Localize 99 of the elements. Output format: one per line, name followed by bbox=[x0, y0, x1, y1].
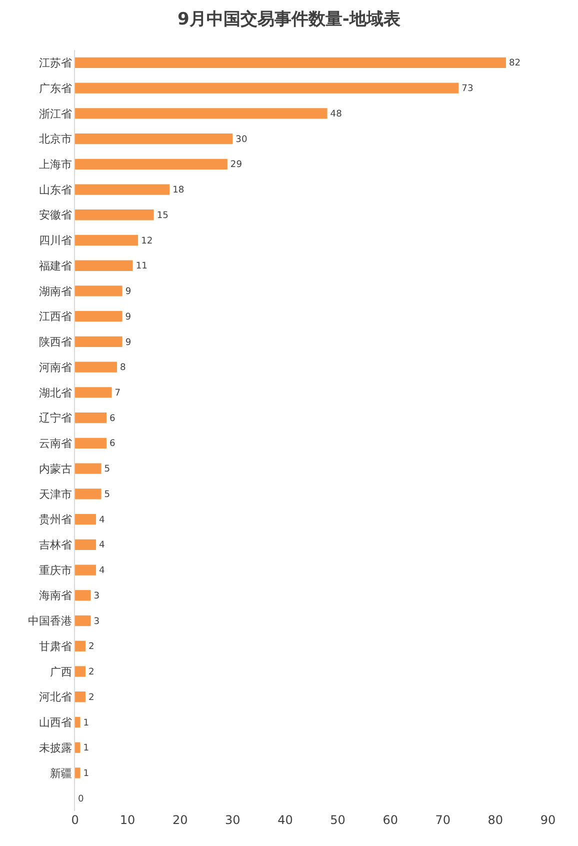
y-tick-label: 四川省 bbox=[38, 234, 72, 248]
bar bbox=[75, 412, 107, 424]
data-label: 3 bbox=[94, 591, 100, 602]
y-tick-label: 云南省 bbox=[38, 437, 72, 450]
y-tick-label: 浙江省 bbox=[38, 107, 72, 120]
y-tick-label: 广西 bbox=[50, 665, 72, 678]
x-tick-label: 10 bbox=[120, 813, 136, 827]
x-tick-label: 80 bbox=[488, 813, 504, 827]
data-label: 29 bbox=[230, 160, 242, 170]
y-tick-label: 内蒙古 bbox=[38, 462, 72, 476]
bar bbox=[75, 692, 86, 702]
y-tick-label: 安徽省 bbox=[38, 208, 72, 222]
bar bbox=[75, 184, 170, 195]
data-label: 6 bbox=[110, 414, 116, 424]
bar bbox=[75, 158, 228, 170]
bar bbox=[75, 564, 96, 576]
y-tick-label: 河北省 bbox=[38, 690, 72, 704]
data-label: 2 bbox=[88, 668, 94, 678]
bar bbox=[75, 463, 102, 474]
y-tick-label: 福建省 bbox=[38, 259, 72, 272]
bar bbox=[75, 488, 102, 500]
y-tick-label: 贵州省 bbox=[38, 513, 72, 526]
bar bbox=[75, 82, 459, 94]
y-tick-label: 天津市 bbox=[38, 488, 72, 501]
y-tick-label: 河南省 bbox=[38, 360, 72, 374]
data-label: 1 bbox=[83, 744, 90, 754]
data-label: 8 bbox=[120, 363, 126, 374]
bar bbox=[75, 590, 91, 601]
y-tick-label: 山西省 bbox=[38, 716, 72, 730]
bar bbox=[75, 514, 96, 525]
x-tick-label: 40 bbox=[278, 813, 293, 827]
y-tick-label: 海南省 bbox=[38, 589, 72, 602]
data-label: 5 bbox=[104, 490, 110, 500]
bar bbox=[75, 336, 122, 348]
data-label: 15 bbox=[156, 210, 168, 221]
data-label: 4 bbox=[99, 566, 106, 576]
y-tick-label: 辽宁省 bbox=[38, 412, 72, 425]
x-tick-label: 20 bbox=[172, 813, 188, 827]
bar bbox=[75, 640, 86, 652]
y-tick-label: 未披露 bbox=[38, 741, 72, 754]
data-label: 0 bbox=[78, 794, 84, 804]
data-label: 4 bbox=[99, 540, 106, 551]
y-tick-label: 北京市 bbox=[38, 132, 72, 146]
bar bbox=[75, 716, 80, 728]
bar bbox=[75, 108, 328, 119]
y-tick-label: 陕西省 bbox=[38, 336, 72, 349]
y-tick-label: 湖北省 bbox=[38, 386, 72, 400]
y-tick-label: 甘肃省 bbox=[38, 640, 72, 653]
bar bbox=[75, 768, 80, 778]
data-label: 2 bbox=[88, 642, 94, 652]
data-label: 11 bbox=[136, 262, 148, 272]
data-label: 9 bbox=[125, 287, 132, 298]
bar bbox=[75, 387, 112, 398]
bar bbox=[75, 666, 86, 677]
x-tick-label: 50 bbox=[330, 813, 346, 827]
bar bbox=[75, 286, 122, 296]
x-tick-label: 60 bbox=[382, 813, 398, 827]
data-label: 48 bbox=[330, 109, 342, 120]
bar bbox=[75, 742, 80, 753]
bar bbox=[75, 210, 154, 220]
y-tick-label: 上海市 bbox=[38, 158, 72, 171]
x-tick-label: 70 bbox=[435, 813, 451, 827]
x-tick-label: 90 bbox=[540, 813, 556, 827]
bar bbox=[75, 539, 96, 550]
y-tick-label: 中国香港 bbox=[28, 614, 72, 628]
bar bbox=[75, 362, 118, 372]
data-label: 9 bbox=[125, 312, 132, 322]
data-label: 6 bbox=[110, 439, 116, 450]
bar bbox=[75, 438, 107, 449]
bar bbox=[75, 311, 122, 322]
y-tick-label: 吉林省 bbox=[38, 538, 72, 552]
data-label: 3 bbox=[94, 616, 100, 627]
y-tick-label: 新疆 bbox=[50, 766, 72, 780]
bar bbox=[75, 260, 133, 271]
data-label: 5 bbox=[104, 464, 110, 475]
y-tick-label: 山东省 bbox=[38, 183, 72, 196]
chart-title: 9月中国交易事件数量-地域表 bbox=[178, 10, 402, 30]
y-tick-label: 重庆市 bbox=[38, 564, 72, 577]
y-tick-label: 广东省 bbox=[38, 82, 72, 95]
data-label: 18 bbox=[172, 186, 184, 196]
data-label: 82 bbox=[508, 58, 521, 69]
y-tick-label: 江西省 bbox=[38, 310, 72, 324]
data-label: 73 bbox=[462, 84, 474, 94]
data-label: 7 bbox=[114, 388, 121, 398]
bar bbox=[75, 234, 138, 246]
data-label: 2 bbox=[88, 692, 94, 703]
x-tick-label: 0 bbox=[71, 813, 79, 827]
data-label: 9 bbox=[125, 338, 132, 348]
bar bbox=[75, 615, 91, 626]
x-tick-label: 30 bbox=[225, 813, 240, 827]
y-tick-label: 湖南省 bbox=[38, 284, 72, 298]
data-label: 30 bbox=[236, 134, 248, 145]
data-label: 12 bbox=[141, 236, 153, 246]
data-label: 4 bbox=[99, 515, 106, 526]
bar bbox=[75, 57, 506, 68]
data-label: 1 bbox=[83, 718, 90, 728]
bar bbox=[75, 133, 233, 144]
y-tick-label: 江苏省 bbox=[38, 56, 72, 70]
data-label: 1 bbox=[83, 768, 90, 779]
